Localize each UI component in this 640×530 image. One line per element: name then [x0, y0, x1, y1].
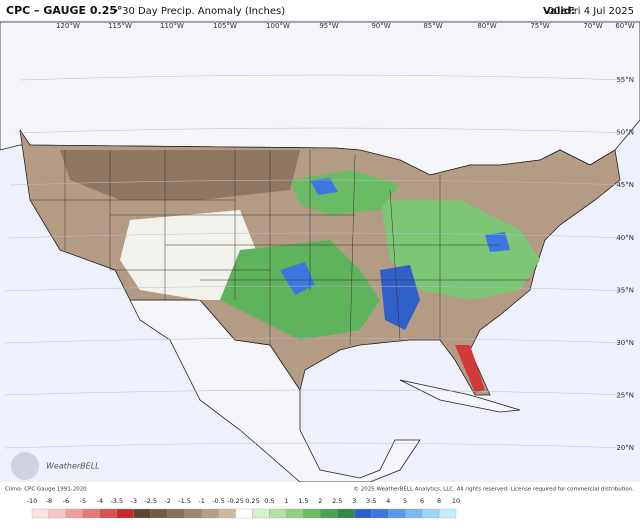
colorbar-swatch [65, 508, 84, 519]
colorbar-swatch [421, 508, 440, 519]
longitude-label: 95°W [319, 22, 338, 30]
longitude-label: 105°W [213, 22, 237, 30]
colorbar-swatch [269, 508, 287, 519]
valid-time: 00z Fri 4 Jul 2025 [548, 6, 634, 17]
colorbar-label: -6 [63, 497, 69, 505]
colorbar-label: -8 [46, 497, 52, 505]
colorbar-swatch [286, 508, 304, 519]
dry-area [60, 150, 300, 200]
state-borders [30, 150, 530, 346]
colorbar-label: 2.5 [332, 497, 342, 505]
colorbar-swatch [133, 508, 151, 519]
colorbar-swatch [31, 508, 50, 519]
colorbar-label: -2 [164, 497, 170, 505]
colorbar-swatch [303, 508, 321, 519]
colorbar-label: -0.25 [227, 497, 244, 505]
latitude-label: 55°N [616, 76, 634, 84]
latitude-label: 35°N [616, 286, 634, 294]
colorbar-swatch [388, 508, 406, 519]
colorbar-label: 3.5 [366, 497, 376, 505]
very-wet-area [310, 178, 338, 195]
colorbar-swatch [320, 508, 338, 519]
colorbar-swatch [116, 508, 134, 519]
very-wet-area [380, 265, 420, 330]
colorbar-label: 4 [386, 497, 390, 505]
wet-area [380, 200, 540, 300]
colorbar-label: 0.5 [264, 497, 274, 505]
latitude-label: 25°N [616, 392, 634, 400]
colorbar-swatch [404, 508, 423, 519]
cuba [399, 379, 521, 413]
very-wet-area [485, 232, 510, 252]
colorbar-label: 3 [352, 497, 356, 505]
valid-label: Valid: [543, 6, 575, 17]
colorbar-label: 6 [420, 497, 424, 505]
dry-area [455, 345, 485, 393]
climo-note: Climo: CPC Gauge 1991-2020 [5, 487, 87, 493]
colorbar-label: 0.25 [245, 497, 259, 505]
latitude-label: 40°N [616, 234, 634, 242]
colorbar-label: -5 [80, 497, 86, 505]
latitude-labels: 55°N 50°N 45°N 40°N 35°N 30°N 25°N 20°N [616, 76, 634, 452]
colorbar-swatch [150, 508, 168, 519]
colorbar-label: -10 [27, 497, 38, 505]
colorbar-label: -2.5 [144, 497, 157, 505]
longitude-label: 75°W [530, 22, 549, 30]
latitude-label: 45°N [616, 181, 634, 189]
colorbar-swatch [337, 508, 355, 519]
latitude-label: 50°N [616, 129, 634, 137]
footer-bar [0, 482, 640, 526]
near-normal-area [120, 210, 260, 300]
longitude-label: 80°W [477, 22, 496, 30]
colorbar-swatch [438, 508, 457, 519]
longitude-label: 60°W [615, 22, 634, 30]
very-wet-area [280, 262, 315, 295]
colorbar: -10 -8 -6 -5 -4 -3.5 -3 -2.5 -2 -1.5 -1 -0.5 -0.25 0.… [27, 497, 460, 519]
colorbar-label: 5 [403, 497, 407, 505]
longitude-labels: 120°W 115°W 110°W 105°W 100°W 95°W 90°W 85°W 80°… [56, 22, 635, 30]
colorbar-label: 1.5 [298, 497, 308, 505]
colorbar-swatch [82, 508, 100, 519]
colorbar-swatch [48, 508, 67, 519]
colorbar-label: -1 [198, 497, 204, 505]
copyright: © 2025 WeatherBELL Analytics, LLC. All r… [354, 486, 635, 493]
colorbar-label: 8 [437, 497, 441, 505]
logo: WeatherBELL [46, 462, 100, 471]
colorbar-label: 2 [318, 497, 322, 505]
colorbar-swatch [184, 508, 202, 519]
gridlines [4, 74, 631, 449]
latitude-label: 30°N [616, 339, 634, 347]
colorbar-swatch [201, 508, 219, 519]
colorbar-swatch [235, 508, 253, 519]
colorbar-swatch [218, 508, 236, 519]
longitude-label: 120°W [56, 22, 80, 30]
colorbar-swatch [371, 508, 389, 519]
product-description: • 30 Day Precip. Anomaly (Inches) [113, 6, 285, 17]
product-title: CPC – GAUGE 0.25° [6, 4, 123, 17]
longitude-label: 115°W [108, 22, 132, 30]
colorbar-label: -3 [131, 497, 137, 505]
header-bar [0, 0, 640, 20]
logo-globe [11, 452, 39, 480]
colorbar-label: -3.5 [110, 497, 123, 505]
longitude-label: 85°W [423, 22, 442, 30]
longitude-label: 100°W [266, 22, 290, 30]
longitude-label: 110°W [160, 22, 184, 30]
colorbar-label: -0.5 [212, 497, 225, 505]
colorbar-label: -1.5 [178, 497, 191, 505]
colorbar-swatch [99, 508, 117, 519]
longitude-label: 90°W [371, 22, 390, 30]
colorbar-label: 1 [284, 497, 288, 505]
colorbar-swatch [167, 508, 185, 519]
colorbar-label: -4 [97, 497, 103, 505]
colorbar-label: 10 [452, 497, 460, 505]
longitude-label: 70°W [583, 22, 602, 30]
colorbar-swatch [252, 508, 270, 519]
colorbar-swatch [354, 508, 372, 519]
latitude-label: 20°N [616, 444, 634, 452]
anomaly-patches [60, 150, 540, 393]
